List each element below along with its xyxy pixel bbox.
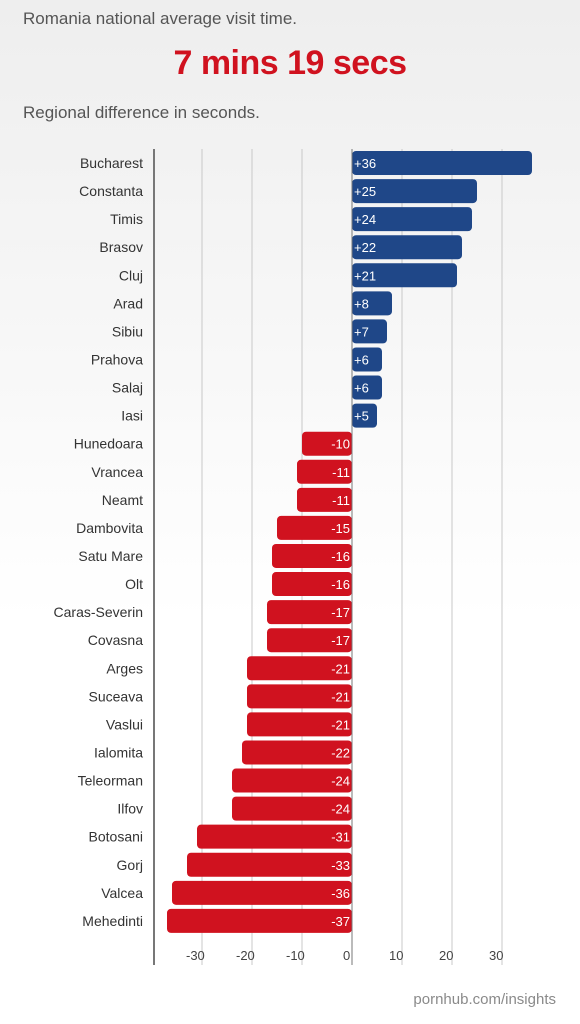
bar xyxy=(352,319,387,344)
value-label: -15 xyxy=(331,521,350,536)
value-label: +24 xyxy=(354,212,376,227)
value-label: -17 xyxy=(331,633,350,648)
value-label: +22 xyxy=(354,240,376,255)
value-label: -16 xyxy=(331,577,350,592)
value-label: -36 xyxy=(331,886,350,901)
category-label: Cluj xyxy=(119,267,143,283)
value-label: -21 xyxy=(331,689,350,704)
category-label: Constanta xyxy=(79,183,143,199)
category-label: Teleorman xyxy=(78,773,143,789)
chart-title: Regional difference in seconds. xyxy=(23,103,260,122)
category-label: Covasna xyxy=(88,632,143,648)
chart-subtitle: Romania national average visit time. xyxy=(23,9,298,28)
average-visit-time: 7 mins 19 secs xyxy=(173,44,407,82)
value-label: -16 xyxy=(331,549,350,564)
value-label: -11 xyxy=(332,465,350,480)
category-label: Vaslui xyxy=(106,716,143,732)
bar xyxy=(272,543,352,568)
source-credit: pornhub.com/insights xyxy=(413,991,556,1008)
bar xyxy=(197,824,352,849)
category-label: Sibiu xyxy=(112,323,143,339)
category-label: Hunedoara xyxy=(74,436,143,452)
value-label: +21 xyxy=(354,268,376,283)
value-label: -24 xyxy=(331,802,350,817)
x-tick-label: -10 xyxy=(286,948,305,963)
category-label: Timis xyxy=(110,211,143,227)
value-label: -21 xyxy=(331,661,350,676)
category-label: Gorj xyxy=(117,857,143,873)
x-tick-label: -20 xyxy=(236,948,255,963)
bar xyxy=(172,880,352,905)
value-label: +6 xyxy=(354,352,369,367)
category-label: Ilfov xyxy=(117,801,143,817)
bar xyxy=(247,656,352,681)
bar xyxy=(232,768,352,793)
category-label: Botosani xyxy=(89,829,143,845)
x-tick-label: 0 xyxy=(343,948,350,963)
bar xyxy=(302,431,352,456)
x-tick-label: 10 xyxy=(389,948,403,963)
value-label: +7 xyxy=(354,324,369,339)
value-label: +25 xyxy=(354,184,376,199)
category-label: Bucharest xyxy=(80,155,143,171)
value-label: +8 xyxy=(354,296,369,311)
category-label: Arad xyxy=(113,295,143,311)
category-label: Arges xyxy=(106,660,143,676)
bar xyxy=(352,375,382,400)
bar xyxy=(187,852,352,877)
category-label: Mehedinti xyxy=(82,913,143,929)
value-label: -24 xyxy=(331,774,350,789)
bar xyxy=(352,179,477,204)
category-label: Neamt xyxy=(102,492,143,508)
value-label: -17 xyxy=(331,605,350,620)
value-label: -10 xyxy=(331,437,350,452)
x-tick-label: 20 xyxy=(439,948,453,963)
value-label: -22 xyxy=(331,745,350,760)
value-label: -33 xyxy=(331,858,350,873)
bar xyxy=(272,572,352,597)
category-label: Dambovita xyxy=(76,520,143,536)
category-label: Brasov xyxy=(99,239,143,255)
category-label: Satu Mare xyxy=(78,548,143,564)
bar xyxy=(277,515,352,540)
category-label: Valcea xyxy=(101,885,143,901)
category-label: Iasi xyxy=(121,408,143,424)
bar xyxy=(352,263,457,288)
value-label: -31 xyxy=(331,830,350,845)
bar xyxy=(247,684,352,709)
category-label: Olt xyxy=(125,576,143,592)
x-tick-label: 30 xyxy=(489,948,503,963)
bar xyxy=(352,291,392,316)
category-label: Ialomita xyxy=(94,744,143,760)
bar xyxy=(267,628,352,653)
bar xyxy=(352,151,532,175)
value-label: -11 xyxy=(332,493,350,508)
value-label: +36 xyxy=(354,156,376,171)
bar xyxy=(242,740,352,765)
bar xyxy=(167,908,352,933)
bar xyxy=(352,207,472,232)
value-label: -21 xyxy=(331,717,350,732)
category-label: Salaj xyxy=(112,380,143,396)
category-label: Vrancea xyxy=(91,464,143,480)
bar xyxy=(267,600,352,625)
bar xyxy=(352,403,377,428)
bar xyxy=(352,235,462,260)
bar xyxy=(352,347,382,372)
bar xyxy=(247,712,352,737)
value-label: +6 xyxy=(354,381,369,396)
category-label: Prahova xyxy=(91,351,143,367)
category-label: Suceava xyxy=(89,688,144,704)
x-tick-label: -30 xyxy=(186,948,205,963)
bar xyxy=(297,487,352,512)
category-label: Caras-Severin xyxy=(54,604,143,620)
bar xyxy=(297,459,352,484)
value-label: -37 xyxy=(331,914,350,929)
value-label: +5 xyxy=(354,409,369,424)
bar xyxy=(232,796,352,821)
